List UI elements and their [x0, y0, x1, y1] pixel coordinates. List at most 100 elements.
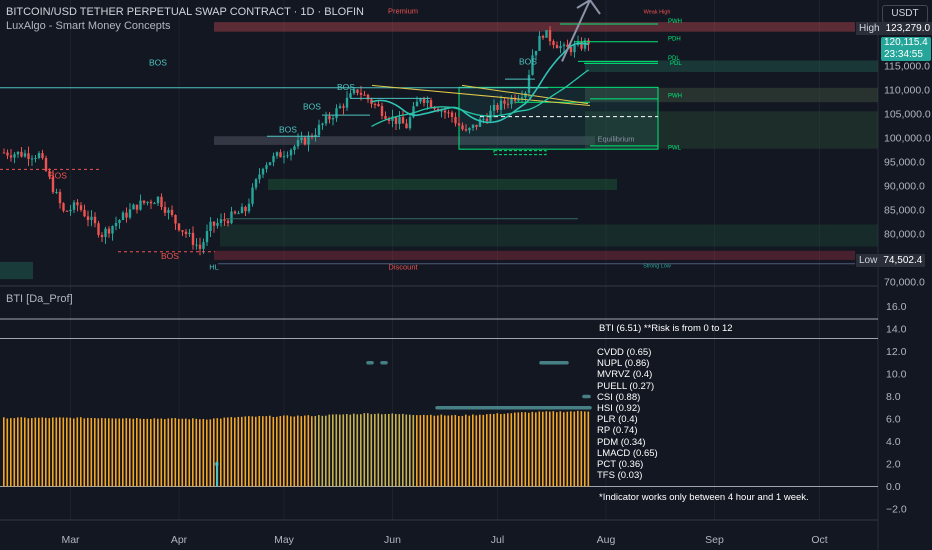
bti-bar: [570, 411, 572, 487]
candle-body: [485, 118, 489, 121]
candle-body: [114, 223, 118, 227]
candle-body: [289, 149, 293, 156]
moving-average-line: [371, 42, 589, 124]
candle: [27, 146, 30, 166]
indicator-pane-name[interactable]: BTI [Da_Prof]: [6, 293, 73, 305]
candle-body: [331, 118, 335, 120]
candle-body: [300, 137, 303, 141]
bti-bar: [185, 418, 187, 487]
bti-bar: [129, 418, 131, 487]
candle-body: [48, 170, 51, 177]
bti-bar: [188, 419, 191, 487]
bti-bar: [17, 417, 19, 487]
bti-bar: [111, 418, 114, 487]
candle-body: [79, 205, 83, 210]
candle-body: [422, 98, 426, 103]
bti-bar: [279, 416, 282, 487]
bti-bar: [566, 411, 569, 487]
time-tick-label: Apr: [171, 534, 188, 546]
candle-body: [275, 152, 279, 156]
candle-body: [149, 201, 153, 204]
candle-body: [174, 214, 177, 224]
candle-body: [93, 216, 97, 224]
time-tick-label: Sep: [705, 534, 724, 546]
candle: [363, 90, 366, 96]
candle: [121, 210, 125, 221]
candle-body: [65, 210, 69, 212]
candle-body: [503, 100, 506, 104]
candle-body: [90, 216, 93, 221]
low-price-tag: Low 74,502.4: [856, 254, 926, 267]
candle: [76, 199, 79, 212]
candle: [457, 117, 461, 127]
candle-body: [440, 110, 443, 112]
candle: [142, 200, 146, 205]
candle: [342, 103, 345, 115]
bti-bar: [405, 414, 408, 487]
candle: [44, 155, 48, 172]
candle: [30, 155, 34, 166]
candle-body: [6, 152, 9, 156]
candle: [331, 115, 335, 126]
bti-bar: [447, 415, 450, 487]
arrow-drawing: [561, 0, 601, 62]
candle-body: [324, 116, 328, 124]
candle: [461, 122, 464, 131]
candle-body: [261, 168, 265, 175]
candle: [240, 203, 244, 214]
time-tick-label: May: [274, 534, 295, 546]
last-price-tag: 120,115.4 23:34:55: [881, 37, 931, 61]
bti-bar: [580, 411, 583, 487]
bti-bar: [391, 413, 394, 487]
candle-body: [181, 230, 184, 232]
time-tick-label: Oct: [811, 534, 827, 546]
candle-body: [233, 211, 237, 214]
candle-body: [118, 219, 121, 224]
candle: [191, 226, 195, 250]
bti-bar: [493, 414, 495, 487]
candle: [118, 219, 121, 229]
bti-bar: [318, 415, 320, 487]
bti-bar: [531, 411, 534, 487]
low-value: 74,502.4: [880, 254, 926, 267]
price-tick-label: 100,000.0: [884, 133, 931, 145]
candle: [93, 212, 97, 228]
candle-body: [384, 115, 387, 119]
currency-selector[interactable]: USDT: [882, 5, 928, 23]
candle-body: [499, 100, 503, 110]
bti-bar: [220, 418, 222, 487]
bti-bar: [461, 415, 464, 487]
bti-bar: [83, 418, 86, 487]
candle-body: [86, 216, 90, 221]
bti-tick-label: 8.0: [886, 391, 901, 403]
bti-bar: [458, 416, 460, 487]
bti-component-item: TFS (0.03): [597, 470, 643, 482]
candle-body: [58, 191, 62, 204]
bos-label: BOS: [279, 124, 297, 134]
bti-bar: [311, 416, 313, 487]
bti-bar: [430, 414, 432, 487]
bti-bar: [384, 414, 387, 487]
candle: [471, 124, 475, 131]
candle: [587, 38, 590, 51]
price-tick-label: 90,000.0: [884, 181, 925, 193]
bti-bar: [300, 416, 303, 487]
candle: [454, 112, 457, 127]
candle: [128, 203, 132, 220]
candle-body: [296, 140, 300, 147]
bti-bar: [510, 413, 513, 487]
candle: [506, 97, 510, 109]
indicator-name[interactable]: LuxAlgo - Smart Money Concepts: [6, 20, 171, 32]
bti-bar: [395, 413, 397, 487]
bti-bar: [321, 415, 324, 487]
candle: [496, 102, 499, 113]
candle-body: [160, 196, 163, 208]
candle-body: [307, 135, 310, 145]
candle: [37, 151, 41, 160]
bti-bar: [482, 414, 485, 487]
candle: [48, 168, 51, 180]
bti-bar: [339, 414, 341, 487]
candle: [510, 95, 513, 109]
candle: [562, 42, 566, 53]
